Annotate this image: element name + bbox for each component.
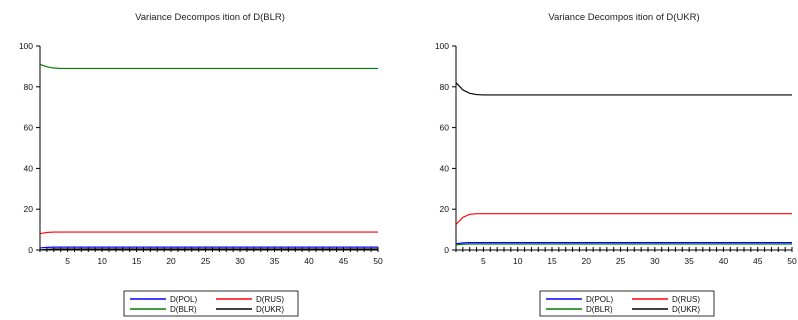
x-tick-label: 35 [270,256,280,266]
series-line-dblr [455,243,792,246]
legend-label: D(BLR) [586,305,613,314]
x-tick-label: 35 [684,256,694,266]
x-tick-label: 30 [650,256,660,266]
chart-title: Variance Decompos ition of D(BLR) [135,12,285,23]
x-tick-label: 15 [547,256,557,266]
x-tick-label: 10 [513,256,523,266]
x-tick-label: 10 [97,256,107,266]
y-tick-label: 40 [440,163,450,173]
x-tick-label: 25 [201,256,211,266]
y-tick-label: 60 [440,123,450,133]
series-line-dpol [39,246,378,249]
y-tick-label: 80 [24,82,34,92]
series-line-dukr [455,82,792,96]
series-line-drus [39,231,378,235]
y-tick-label: 100 [19,41,33,51]
y-tick-label: 20 [24,204,34,214]
x-tick-label: 15 [132,256,142,266]
series-line-dblr [39,63,378,70]
x-tick-label: 20 [166,256,176,266]
legend-label: D(RUS) [256,295,284,304]
x-tick-label: 20 [582,256,592,266]
x-tick-label: 50 [373,256,383,266]
x-tick-label: 45 [339,256,349,266]
series-line-drus [455,213,792,225]
legend-label: D(UKR) [256,305,284,314]
legend-label: D(POL) [170,295,197,304]
x-tick-label: 45 [753,256,763,266]
y-tick-label: 80 [440,82,450,92]
y-tick-label: 40 [24,163,34,173]
x-tick-label: 40 [719,256,729,266]
legend-label: D(RUS) [672,295,700,304]
legend-label: D(BLR) [170,305,197,314]
series-line-dukr [39,248,378,251]
x-tick-label: 5 [65,256,70,266]
x-tick-label: 25 [616,256,626,266]
legend-label: D(UKR) [672,305,700,314]
y-tick-label: 0 [444,245,449,255]
legend-box [539,290,715,317]
legend-label: D(POL) [586,295,613,304]
x-tick-label: 5 [481,256,486,266]
chart-title: Variance Decompos ition of D(UKR) [548,12,699,23]
y-tick-label: 60 [24,123,34,133]
chart-panel-1: Variance Decompos ition of D(BLR) 0 20 40 60… [19,12,383,317]
y-tick-label: 0 [28,245,33,255]
y-tick-label: 20 [440,204,450,214]
series-line-dpol [455,242,792,245]
x-tick-label: 30 [235,256,245,266]
chart-panel-2: Variance Decompos ition of D(UKR) 0 20 40 60… [435,12,797,317]
y-tick-label: 100 [435,41,449,51]
x-tick-label: 50 [787,256,797,266]
legend-box [123,290,299,317]
x-tick-label: 40 [304,256,314,266]
